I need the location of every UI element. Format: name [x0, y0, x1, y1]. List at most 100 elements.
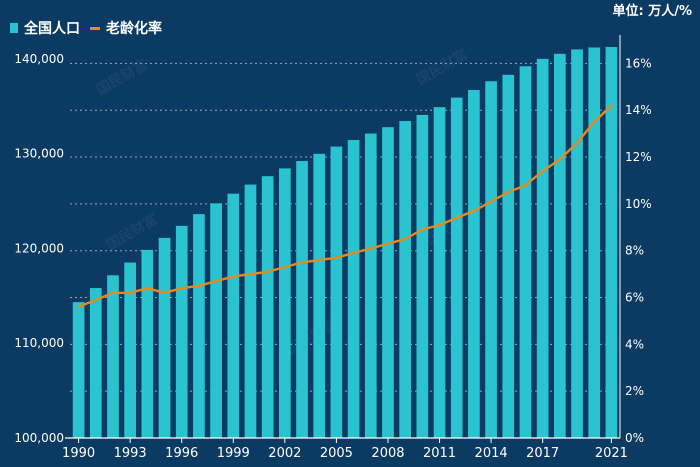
left-axis-tick-label: 100,000: [14, 431, 64, 445]
population-bar: [485, 81, 497, 438]
population-bar: [107, 275, 119, 438]
aging-rate-point: [300, 261, 304, 264]
aging-rate-point: [197, 284, 201, 288]
left-axis-tick-label: 130,000: [14, 147, 64, 161]
aging-rate-point: [421, 228, 424, 231]
population-bar: [89, 288, 102, 438]
aging-rate-point: [283, 265, 287, 269]
aging-rate-point: [403, 237, 407, 241]
right-axis-tick-label: 2%: [625, 384, 644, 398]
aging-rate-point: [214, 279, 218, 283]
aging-rate-point: [111, 291, 115, 295]
population-bar: [210, 203, 222, 438]
x-axis-tick-label: 2014: [475, 446, 508, 461]
population-bar: [193, 214, 205, 438]
legend-item-population: 全国人口: [10, 18, 80, 38]
right-axis-tick-label: 4%: [625, 337, 644, 351]
aging-rate-point: [524, 183, 527, 187]
population-bar: [416, 114, 429, 438]
x-axis-tick-label: 2017: [526, 446, 559, 461]
x-axis-tick-label: 1990: [62, 446, 95, 461]
aging-rate-point: [507, 190, 510, 194]
population-bar: [571, 49, 583, 438]
aging-rate-point: [77, 305, 80, 309]
aging-rate-point: [575, 141, 579, 145]
unit-label: 单位: 万人/%: [612, 4, 693, 19]
population-bar: [468, 89, 480, 439]
right-axis-tick-label: 12%: [625, 150, 652, 164]
aging-rate-line: [77, 104, 613, 309]
aging-rate-point: [249, 272, 252, 276]
population-bar: [141, 249, 154, 438]
aging-rate-point: [472, 209, 476, 213]
watermark-text: 国民财富: [94, 56, 151, 99]
population-bar: [588, 47, 601, 439]
aging-rate-point: [180, 286, 183, 290]
population-bar: [175, 225, 188, 438]
population-bar: [605, 47, 618, 438]
legend-line-swatch: [90, 26, 100, 30]
watermark-text: 国民财富: [104, 211, 161, 254]
aging-rate-point: [163, 291, 166, 295]
aging-rate-point: [318, 258, 321, 262]
x-axis-tick-label: 1999: [217, 446, 250, 461]
legend: 全国人口 老龄化率: [10, 18, 162, 38]
aging-rate-point: [558, 158, 562, 161]
right-axis-tick-label: 14%: [625, 103, 652, 117]
x-axis-tick-label: 2002: [268, 446, 301, 461]
aging-rate-point: [232, 275, 235, 278]
right-axis-tick-label: 8%: [625, 244, 644, 258]
population-bar: [124, 262, 136, 438]
legend-item-aging-rate: 老龄化率: [90, 18, 162, 38]
right-axis-tick-label: 16%: [625, 56, 652, 70]
aging-rate-point: [352, 251, 355, 255]
left-axis-tick-label: 140,000: [14, 52, 64, 66]
right-axis-tick-label: 6%: [625, 291, 644, 305]
population-bar: [450, 97, 463, 438]
population-bar: [554, 53, 566, 438]
population-bar: [279, 168, 291, 438]
population-bar: [158, 237, 171, 438]
x-axis-tick-label: 2011: [423, 446, 456, 461]
legend-label-population: 全国人口: [24, 21, 80, 37]
population-bar: [227, 193, 240, 438]
aging-rate-point: [541, 169, 544, 173]
legend-label-aging-rate: 老龄化率: [106, 21, 162, 37]
x-axis-tick-label: 1993: [114, 446, 147, 461]
watermark-text: 国民财富: [414, 46, 471, 89]
right-axis-tick-label: 10%: [625, 197, 652, 211]
population-bar: [433, 107, 446, 438]
aging-rate-point: [128, 291, 132, 295]
aging-rate-point: [455, 216, 458, 220]
population-bar: [347, 139, 360, 438]
aging-rate-point: [489, 200, 493, 203]
x-axis-tick-label: 2021: [595, 446, 628, 461]
aging-rate-point: [335, 256, 338, 259]
aging-rate-point: [438, 223, 441, 227]
population-bar: [244, 184, 257, 438]
aging-rate-point: [369, 247, 372, 250]
population-bar: [519, 66, 532, 438]
aging-rate-point: [386, 242, 390, 245]
population-bar: [502, 74, 515, 438]
right-axis-tick-label: 0%: [625, 431, 644, 445]
x-axis-tick-label: 2005: [320, 446, 353, 461]
population-bar: [536, 58, 549, 438]
left-axis-tick-label: 110,000: [14, 336, 64, 350]
x-axis-tick-label: 2008: [371, 446, 404, 461]
population-bar: [382, 127, 394, 439]
population-bar: [313, 153, 326, 438]
aging-rate-point: [593, 120, 596, 124]
x-axis-tick-label: 1996: [165, 446, 198, 461]
aging-rate-point: [610, 104, 613, 107]
aging-rate-point: [146, 286, 149, 290]
aging-rate-point: [266, 270, 269, 273]
population-bar: [261, 176, 274, 438]
legend-bar-swatch: [10, 23, 18, 33]
population-bar: [296, 161, 308, 439]
population-bar: [364, 133, 377, 438]
left-axis-tick-label: 120,000: [14, 241, 64, 255]
population-bar: [399, 121, 411, 439]
